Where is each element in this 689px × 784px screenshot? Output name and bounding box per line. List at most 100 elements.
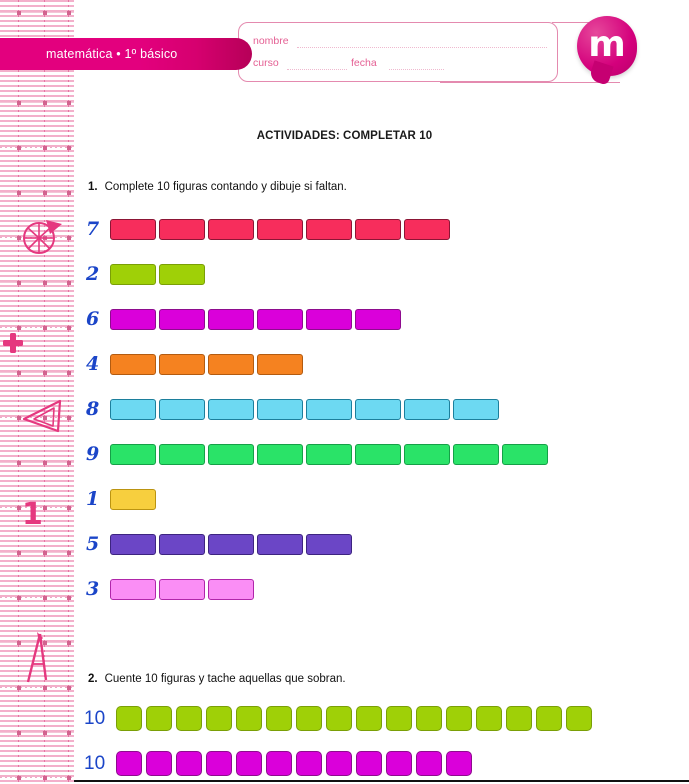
figure-square[interactable] [176, 705, 202, 731]
plus-icon [2, 332, 24, 354]
figure-square[interactable] [206, 750, 232, 776]
figure-bar[interactable] [208, 443, 254, 465]
figure-square[interactable] [236, 750, 262, 776]
grid-dot [43, 776, 47, 780]
fecha-label: fecha [351, 57, 377, 69]
figure-bar[interactable] [306, 533, 352, 555]
figure-square[interactable] [266, 750, 292, 776]
exercise-2-instruction: 2. Cuente 10 figuras y tache aquellas que… [88, 673, 346, 685]
grid-dot [43, 191, 47, 195]
grid-dot [17, 101, 21, 105]
figure-bar[interactable] [110, 398, 156, 420]
figure-square[interactable] [446, 705, 472, 731]
row-figures [110, 218, 450, 240]
figure-bar[interactable] [355, 443, 401, 465]
figure-bar[interactable] [110, 443, 156, 465]
row-count-label: 7 [86, 217, 100, 240]
figure-square[interactable] [146, 705, 172, 731]
grid-dot [17, 416, 21, 420]
figure-square[interactable] [176, 750, 202, 776]
grid-dot [67, 551, 71, 555]
figure-bar[interactable] [208, 218, 254, 240]
grid-dot [67, 776, 71, 780]
figure-bar[interactable] [110, 308, 156, 330]
figure-bar[interactable] [110, 263, 156, 285]
figure-square[interactable] [446, 750, 472, 776]
figure-bar[interactable] [257, 533, 303, 555]
figure-bar[interactable] [110, 533, 156, 555]
figure-square[interactable] [236, 705, 262, 731]
figure-square[interactable] [506, 705, 532, 731]
figure-bar[interactable] [404, 218, 450, 240]
figure-bar[interactable] [404, 398, 450, 420]
grid-hline [0, 282, 74, 283]
figure-bar[interactable] [355, 218, 401, 240]
figure-bar[interactable] [159, 353, 205, 375]
figure-bar[interactable] [257, 443, 303, 465]
figure-bar[interactable] [208, 308, 254, 330]
figure-bar[interactable] [159, 398, 205, 420]
nombre-fill-line[interactable] [297, 47, 547, 48]
figure-square[interactable] [326, 705, 352, 731]
figure-bar[interactable] [159, 308, 205, 330]
figure-bar[interactable] [208, 353, 254, 375]
figure-bar[interactable] [159, 218, 205, 240]
fecha-fill-line[interactable] [389, 69, 444, 70]
figure-square[interactable] [116, 750, 142, 776]
figure-bar[interactable] [208, 578, 254, 600]
figure-bar[interactable] [110, 488, 156, 510]
grid-dot [17, 146, 21, 150]
figure-bar[interactable] [257, 353, 303, 375]
figure-bar[interactable] [159, 533, 205, 555]
figure-square[interactable] [356, 705, 382, 731]
row-figures [110, 398, 499, 420]
grid-vline [18, 0, 19, 784]
figure-bar[interactable] [110, 353, 156, 375]
figure-square[interactable] [296, 750, 322, 776]
figure-square[interactable] [146, 750, 172, 776]
figure-bar[interactable] [306, 398, 352, 420]
figure-bar[interactable] [257, 218, 303, 240]
figure-square[interactable] [536, 705, 562, 731]
figure-square[interactable] [386, 705, 412, 731]
grid-dot [67, 731, 71, 735]
grid-dot [67, 686, 71, 690]
figure-bar[interactable] [257, 398, 303, 420]
figure-square[interactable] [206, 705, 232, 731]
figure-bar[interactable] [453, 398, 499, 420]
curso-fill-line[interactable] [287, 69, 347, 70]
figure-square[interactable] [326, 750, 352, 776]
figure-bar[interactable] [208, 533, 254, 555]
figure-bar[interactable] [306, 218, 352, 240]
grid-dot [67, 371, 71, 375]
figure-bar[interactable] [208, 398, 254, 420]
figure-square[interactable] [476, 705, 502, 731]
figure-bar[interactable] [502, 443, 548, 465]
figure-square[interactable] [356, 750, 382, 776]
figure-bar[interactable] [404, 443, 450, 465]
row-figures [116, 750, 472, 776]
figure-square[interactable] [566, 705, 592, 731]
figure-bar[interactable] [159, 578, 205, 600]
figure-bar[interactable] [159, 263, 205, 285]
figure-square[interactable] [386, 750, 412, 776]
figure-square[interactable] [266, 705, 292, 731]
figure-square[interactable] [416, 750, 442, 776]
grid-dot [67, 236, 71, 240]
figure-square[interactable] [296, 705, 322, 731]
figure-bar[interactable] [306, 443, 352, 465]
figure-bar[interactable] [453, 443, 499, 465]
figure-bar[interactable] [306, 308, 352, 330]
figure-bar[interactable] [257, 308, 303, 330]
grid-dot [67, 11, 71, 15]
figure-bar[interactable] [110, 578, 156, 600]
figure-square[interactable] [416, 705, 442, 731]
grid-dot [67, 191, 71, 195]
figure-bar[interactable] [355, 308, 401, 330]
figure-bar[interactable] [355, 398, 401, 420]
figure-square[interactable] [116, 705, 142, 731]
figure-bar[interactable] [159, 443, 205, 465]
figure-bar[interactable] [110, 218, 156, 240]
numeral-one-icon: 1 [22, 497, 43, 532]
grid-dot [17, 731, 21, 735]
